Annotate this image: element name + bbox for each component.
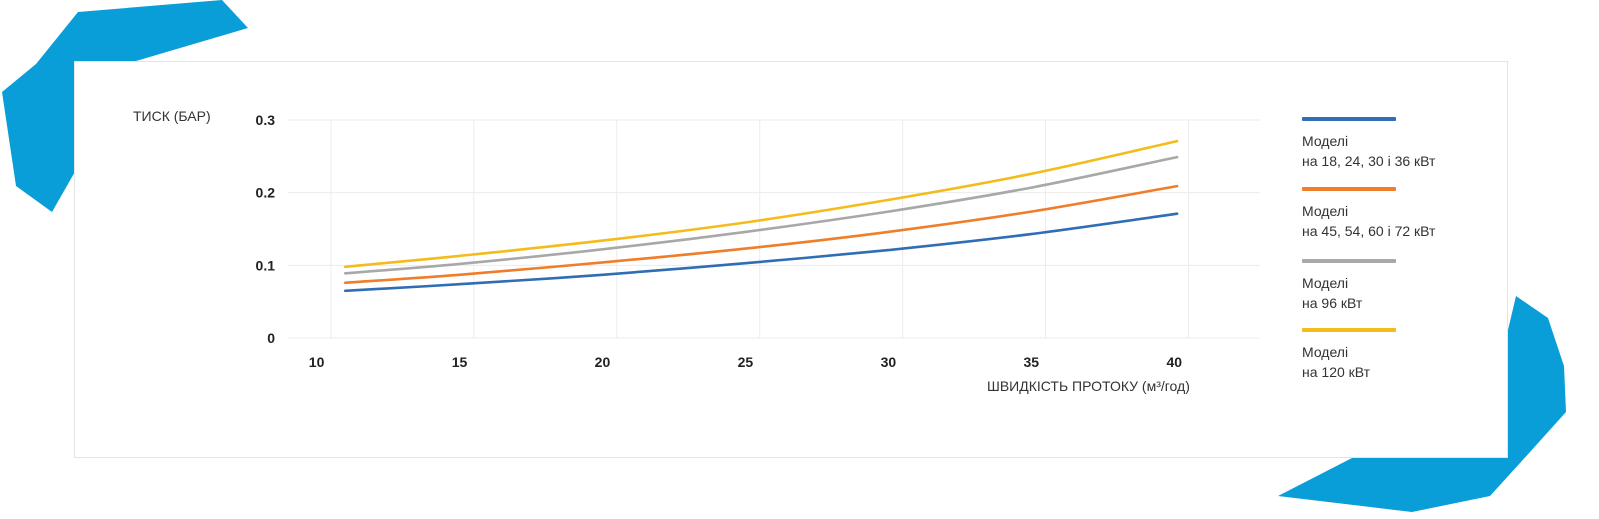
y-tick-label-2: 0.2 <box>256 185 276 201</box>
legend-label-4-line1: Моделі <box>1302 344 1349 360</box>
y-tick-label-1: 0.1 <box>256 257 276 273</box>
chart-card: 0 0.1 0.2 0.3 10 15 20 25 30 35 40 ТИСК (БАР) ШВИД… <box>74 61 1508 458</box>
series-line-2 <box>343 184 1179 285</box>
blue-corner-shape-top-left <box>2 0 248 212</box>
legend-swatch-2 <box>1302 187 1396 191</box>
legend-label-4-line2: на 120 кВт <box>1302 364 1371 380</box>
y-tick-label-3: 0.3 <box>256 112 276 128</box>
x-tick-label-0: 10 <box>309 354 325 370</box>
legend-label-3-line2: на 96 кВт <box>1302 295 1363 311</box>
legend-swatch-3 <box>1302 259 1396 263</box>
y-axis-label: ТИСК (БАР) <box>133 108 211 124</box>
x-tick-label-3: 25 <box>738 354 754 370</box>
legend-swatch-4 <box>1302 328 1396 332</box>
legend-label-1-line2: на 18, 24, 30 і 36 кВт <box>1302 153 1436 169</box>
tick-labels: 0 0.1 0.2 0.3 10 15 20 25 30 35 40 <box>256 112 1183 370</box>
legend-label-2-line1: Моделі <box>1302 203 1349 219</box>
x-tick-label-1: 15 <box>452 354 468 370</box>
blue-corner-shape-bottom-right <box>1278 296 1566 512</box>
legend-item-4: Моделі на 120 кВт <box>1302 328 1502 382</box>
legend-item-3: Моделі на 96 кВт <box>1302 259 1502 313</box>
x-axis-label: ШВИДКІСТЬ ПРОТОКУ (м³/год) <box>987 378 1190 394</box>
series-line-4 <box>343 139 1179 269</box>
series-line-3 <box>343 155 1179 275</box>
x-tick-label-6: 40 <box>1166 354 1182 370</box>
x-tick-label-2: 20 <box>595 354 611 370</box>
legend-label-3-line1: Моделі <box>1302 275 1349 291</box>
pressure-flow-chart: 0 0.1 0.2 0.3 10 15 20 25 30 35 40 ТИСК (БАР) ШВИД… <box>133 108 1260 394</box>
legend-label-1-line1: Моделі <box>1302 133 1349 149</box>
series-lines <box>343 139 1179 293</box>
series-line-1 <box>343 212 1179 293</box>
y-tick-label-0: 0 <box>267 330 275 346</box>
legend-item-2: Моделі на 45, 54, 60 і 72 кВт <box>1302 187 1502 241</box>
legend-swatch-1 <box>1302 117 1396 121</box>
legend-item-1: Моделі на 18, 24, 30 і 36 кВт <box>1302 117 1502 171</box>
x-tick-label-5: 35 <box>1024 354 1040 370</box>
legend-label-2-line2: на 45, 54, 60 і 72 кВт <box>1302 223 1436 239</box>
x-tick-label-4: 30 <box>881 354 897 370</box>
